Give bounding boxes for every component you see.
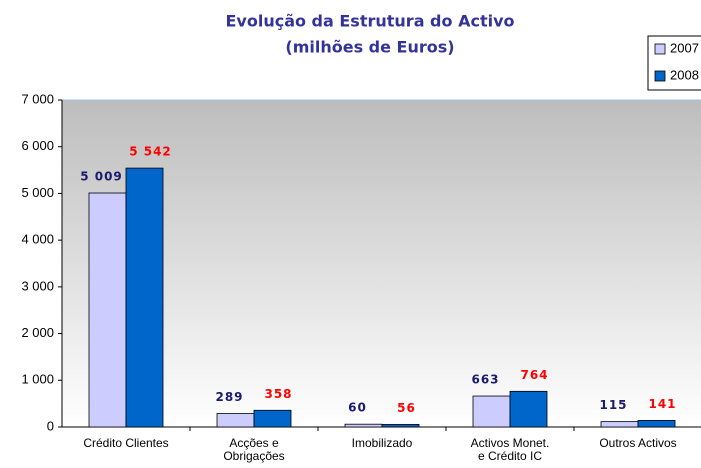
bar <box>253 409 292 428</box>
value-label: 141 <box>648 397 676 411</box>
y-tick-label: 7 000 <box>21 91 54 106</box>
y-tick-label: 0 <box>47 418 54 433</box>
bar <box>125 167 164 428</box>
value-label: 5 009 <box>80 170 123 184</box>
y-tick-label: 6 000 <box>21 138 54 153</box>
bar <box>381 423 420 428</box>
value-label: 663 <box>471 373 499 387</box>
x-tick-label: Crédito Clientes <box>83 436 169 450</box>
legend-label: 2007 <box>670 40 699 55</box>
bar <box>88 192 127 428</box>
x-tick-label: Activos Monet. e Crédito IC <box>470 436 550 463</box>
x-tick-label: Imobilizado <box>351 436 413 450</box>
legend-swatch <box>654 43 666 55</box>
legend-label: 2008 <box>670 67 699 82</box>
y-tick-label: 3 000 <box>21 278 54 293</box>
value-label: 289 <box>215 390 243 404</box>
value-label: 358 <box>264 387 292 401</box>
chart-title: Evolução da Estrutura do Activo <box>225 12 514 31</box>
value-label: 60 <box>348 401 367 415</box>
legend-swatch <box>654 70 666 82</box>
value-label: 764 <box>520 368 548 382</box>
y-tick-label: 1 000 <box>21 372 54 387</box>
y-tick-label: 5 000 <box>21 185 54 200</box>
x-tick-label: Outros Activos <box>599 436 677 450</box>
bar <box>216 413 255 428</box>
plot-area <box>62 100 701 427</box>
bar <box>509 390 548 428</box>
value-label: 5 542 <box>129 145 172 159</box>
y-tick-label: 2 000 <box>21 325 54 340</box>
bar <box>472 395 511 428</box>
value-label: 115 <box>599 398 627 412</box>
bar <box>637 420 676 428</box>
x-tick-label: Acções e Obrigações <box>223 436 285 463</box>
y-tick-label: 4 000 <box>21 232 54 247</box>
chart-subtitle: (milhões de Euros) <box>285 38 454 57</box>
value-label: 56 <box>397 401 416 415</box>
bar <box>600 421 639 428</box>
bar <box>344 423 383 428</box>
